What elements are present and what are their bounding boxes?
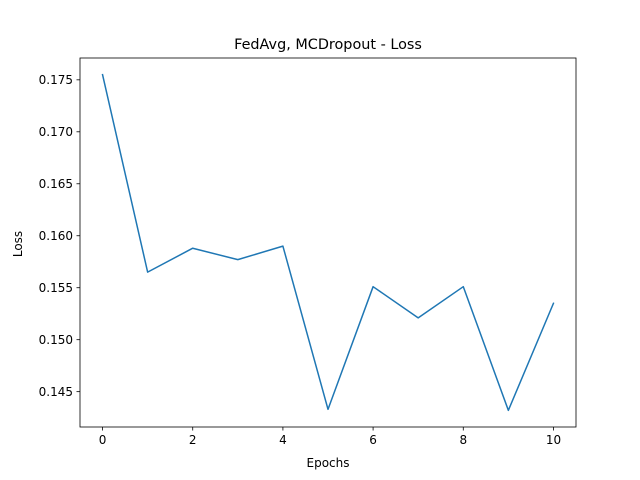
x-axis-label: Epochs: [307, 456, 350, 470]
y-tick-label: 0.175: [39, 73, 73, 87]
y-tick-label: 0.170: [39, 125, 73, 139]
plot-area: 0 2 4 6 8 10 0.145 0.150 0.155 0.160 0.165 0.170 0.1…: [39, 57, 577, 447]
x-tick-label: 8: [459, 433, 467, 447]
y-tick-label: 0.150: [39, 333, 73, 347]
x-tick-label: 10: [546, 433, 561, 447]
y-tick-label: 0.160: [39, 229, 73, 243]
x-tick-label: 2: [189, 433, 197, 447]
y-tick-label: 0.165: [39, 177, 73, 191]
series-line-0: [101, 73, 555, 412]
y-tick-label: 0.155: [39, 281, 73, 295]
y-tick-label: 0.145: [39, 385, 73, 399]
x-tick-label: 6: [369, 433, 377, 447]
y-axis-label: Loss: [11, 231, 25, 257]
axes-frame: [79, 57, 577, 428]
x-tick-label: 4: [279, 433, 287, 447]
chart-title: FedAvg, MCDropout - Loss: [234, 37, 422, 53]
x-tick-label: 0: [99, 433, 107, 447]
